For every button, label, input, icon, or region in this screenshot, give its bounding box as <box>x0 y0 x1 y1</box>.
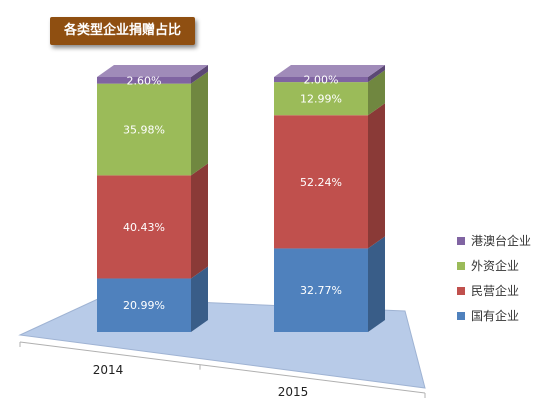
legend-swatch <box>457 311 465 320</box>
legend-swatch <box>457 236 465 245</box>
bar-segment-side <box>191 65 208 84</box>
bar-segment-side <box>191 71 208 176</box>
bar-segment <box>97 77 191 84</box>
legend: 港澳台企业外资企业民营企业国有企业 <box>457 228 531 328</box>
legend-label: 国有企业 <box>471 309 520 323</box>
bar-segment-side <box>368 103 385 249</box>
data-label: 20.99% <box>123 299 165 312</box>
x-tick-label: 2014 <box>93 363 124 377</box>
legend-label: 民营企业 <box>471 284 520 298</box>
legend-label: 港澳台企业 <box>471 234 532 248</box>
legend-swatch <box>457 286 465 295</box>
bar-top-face <box>274 65 385 77</box>
bar-segment-side <box>191 163 208 279</box>
x-tick-label: 2015 <box>278 385 309 399</box>
bar-segment <box>274 115 368 249</box>
legend-item: 民营企业 <box>457 278 531 303</box>
bar-top-face <box>97 65 208 77</box>
legend-item: 港澳台企业 <box>457 228 531 253</box>
bar-segment-side <box>191 266 208 332</box>
data-label: 35.98% <box>123 124 165 137</box>
legend-item: 外资企业 <box>457 253 531 278</box>
data-label: 2.00% <box>304 74 339 87</box>
legend-item: 国有企业 <box>457 303 531 328</box>
chart-title: 各类型企业捐赠占比 <box>50 17 196 45</box>
data-label: 12.99% <box>300 93 342 106</box>
bar-segment <box>97 175 191 279</box>
data-label: 40.43% <box>123 221 165 234</box>
x-axis-line <box>19 341 426 394</box>
data-label: 2.60% <box>127 74 162 87</box>
legend-swatch <box>457 261 465 270</box>
data-label: 32.77% <box>300 284 342 297</box>
bar-segment <box>274 82 368 116</box>
data-label: 52.24% <box>300 176 342 189</box>
bar-segment-side <box>368 65 385 83</box>
bar-segment <box>274 77 368 83</box>
bar-segment <box>97 278 191 332</box>
bar-segment-side <box>368 70 385 116</box>
bar-segment-side <box>368 236 385 332</box>
legend-label: 外资企业 <box>471 259 520 273</box>
bar-segment <box>274 248 368 332</box>
bar-segment <box>97 83 191 176</box>
